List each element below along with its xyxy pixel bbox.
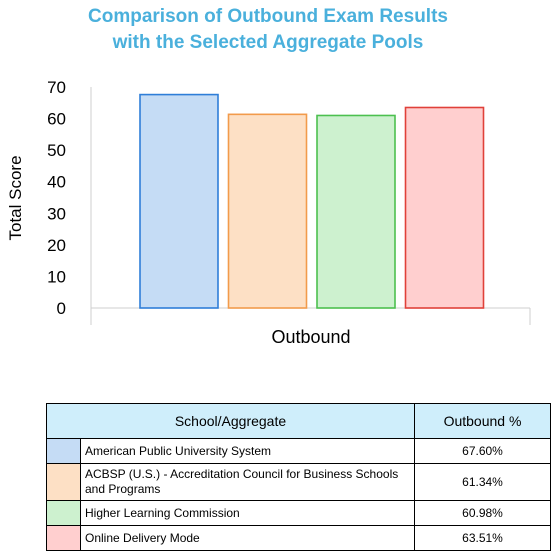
table-header-row: School/Aggregate Outbound % (46, 403, 551, 439)
y-tick-label: 0 (57, 299, 66, 318)
y-tick-label: 60 (47, 110, 66, 129)
bar (227, 113, 308, 309)
row-value: 67.60% (414, 438, 551, 464)
y-tick-label: 10 (47, 267, 66, 286)
color-swatch (46, 500, 81, 526)
chart-title-line-2: with the Selected Aggregate Pools (112, 32, 424, 53)
y-tick-label: 50 (47, 141, 66, 160)
header-outbound-percent: Outbound % (414, 403, 551, 439)
bar-chart: 0 10 20 30 40 50 60 70 Total Score Outbound (6, 78, 531, 347)
bar (316, 114, 396, 309)
y-tick-label: 30 (47, 204, 66, 223)
results-table: School/Aggregate Outbound % American Pub… (46, 403, 551, 551)
bars (139, 93, 485, 309)
chart-title-line-1: Comparison of Outbound Exam Results (88, 6, 448, 27)
y-tick-labels: 0 10 20 30 40 50 60 70 (47, 78, 66, 318)
color-swatch (46, 438, 81, 464)
row-value: 61.34% (414, 463, 551, 501)
y-tick-label: 40 (47, 173, 66, 192)
table-row: Higher Learning Commission 60.98% (46, 500, 551, 526)
x-axis-label: Outbound (271, 327, 350, 347)
y-tick-label: 70 (47, 78, 66, 97)
row-name: Higher Learning Commission (80, 500, 415, 526)
table-row: ACBSP (U.S.) - Accreditation Council for… (46, 463, 551, 501)
row-name: American Public University System (80, 438, 415, 464)
row-name: ACBSP (U.S.) - Accreditation Council for… (80, 463, 415, 501)
y-tick-label: 20 (47, 236, 66, 255)
bar (404, 106, 485, 309)
color-swatch (46, 463, 81, 501)
chart-title: Comparison of Outbound Exam Results with… (0, 4, 536, 56)
y-axis-label: Total Score (6, 155, 25, 240)
table-row: Online Delivery Mode 63.51% (46, 525, 551, 551)
row-value: 63.51% (414, 525, 551, 551)
header-school-aggregate: School/Aggregate (46, 403, 415, 439)
row-value: 60.98% (414, 500, 551, 526)
color-swatch (46, 525, 81, 551)
table-row: American Public University System 67.60% (46, 438, 551, 464)
bar (139, 93, 219, 309)
row-name: Online Delivery Mode (80, 525, 415, 551)
